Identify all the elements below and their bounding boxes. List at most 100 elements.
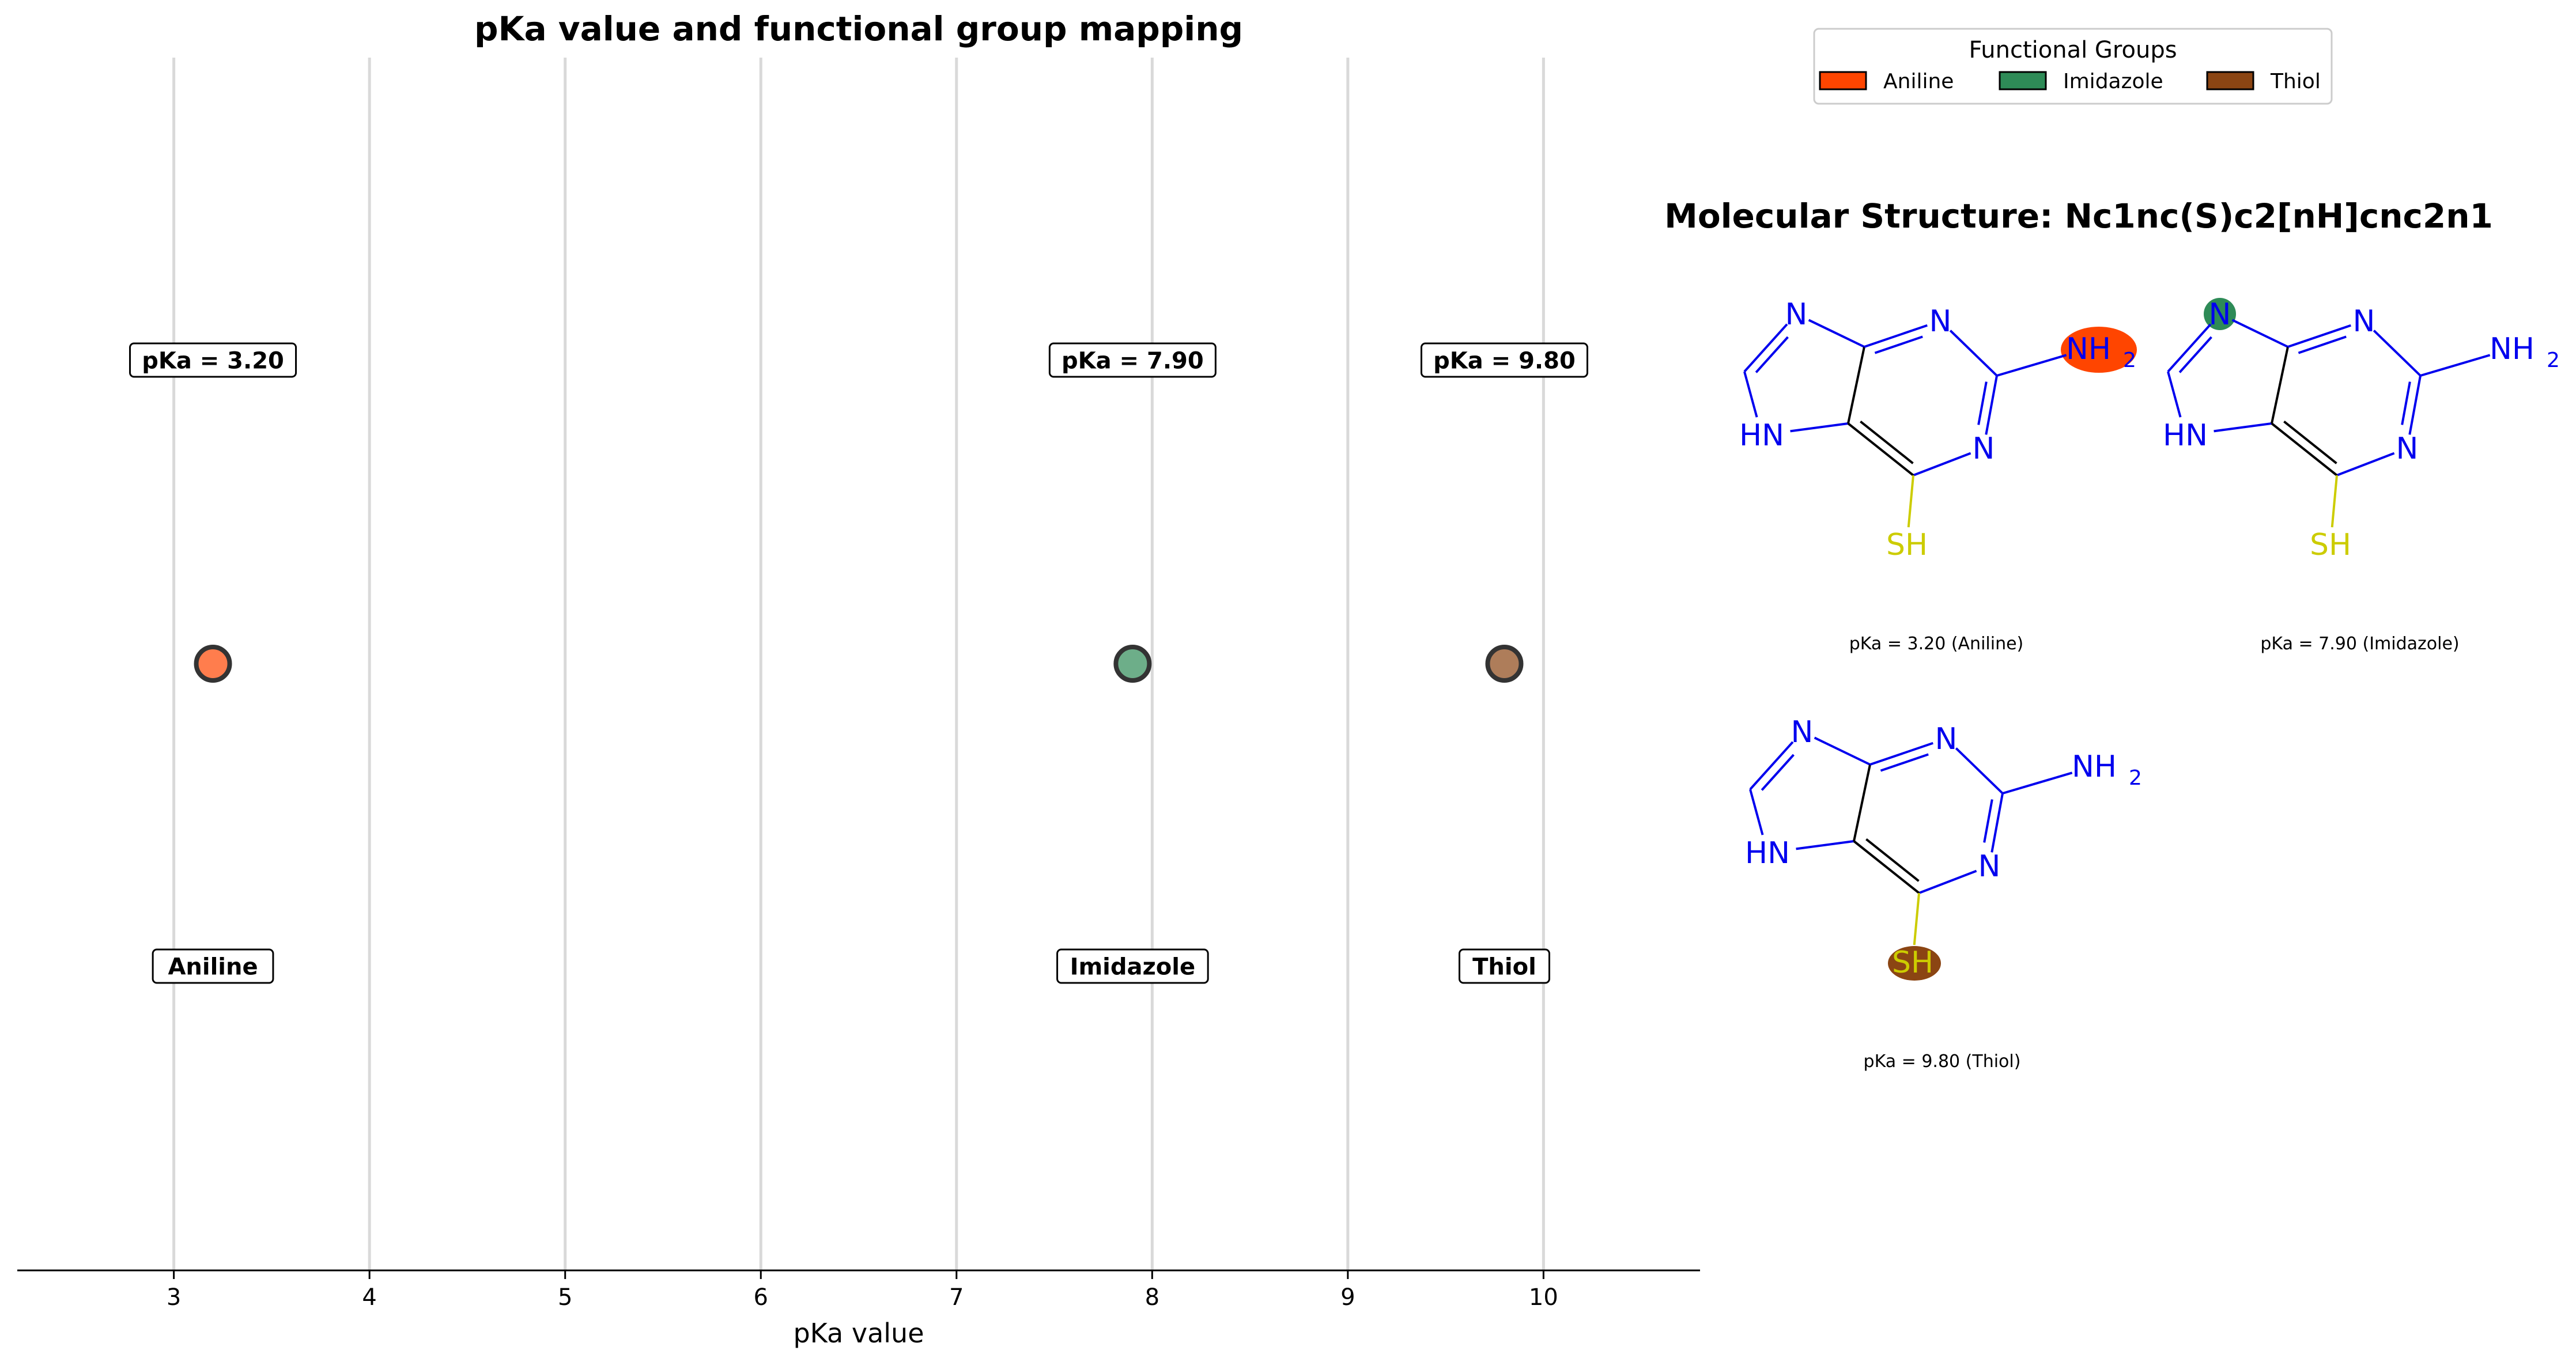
pka-label: pKa = 9.80 — [1433, 347, 1576, 374]
molecule-title: Molecular Structure: Nc1nc(S)c2[nH]cnc2n… — [1664, 196, 2493, 236]
legend-swatch-imidazole — [1999, 71, 2047, 90]
atom-n3: N — [2353, 304, 2375, 339]
chart-title: pKa value and functional group mapping — [474, 9, 1243, 48]
group-label-frame — [152, 948, 274, 984]
bond — [1864, 324, 1928, 348]
atom-amine: NH — [2072, 750, 2117, 784]
bond-double — [1860, 421, 1914, 464]
bond — [1985, 375, 1998, 435]
molecule-caption: pKa = 7.90 (Imidazole) — [2260, 634, 2459, 654]
legend-swatch-aniline — [1819, 71, 1867, 90]
point-thiol — [1485, 645, 1524, 683]
pka-label: pKa = 3.20 — [142, 347, 284, 374]
bond-double — [2283, 421, 2337, 464]
group-label: Thiol — [1472, 954, 1536, 980]
bond — [1808, 319, 1865, 348]
bond — [2408, 375, 2422, 435]
group-label: Imidazole — [1070, 954, 1196, 980]
atom-n7: N — [1785, 297, 1808, 332]
bond — [1955, 747, 2004, 794]
point-imidazole — [1113, 645, 1152, 683]
x-tick-label: 3 — [167, 1284, 181, 1311]
bond-double — [1880, 753, 1929, 772]
atom-amine-subscript: 2 — [2123, 349, 2136, 372]
bond — [1913, 892, 1920, 945]
legend-swatch-thiol — [2206, 71, 2254, 90]
bond — [2331, 475, 2338, 528]
atom-n7: N — [1791, 715, 1814, 750]
molecule-2: N HN N N NH 2 SH pKa = 7.90 (Imidazole) — [2163, 297, 2560, 654]
molecule-caption: pKa = 9.80 (Thiol) — [1864, 1051, 2021, 1072]
highlight-imidazole-n — [2204, 298, 2236, 330]
pka-label-box: pKa = 3.20 — [129, 342, 297, 378]
highlight-amine — [2061, 327, 2137, 373]
bond — [1949, 330, 1998, 377]
bond — [2167, 323, 2212, 373]
bond — [1853, 764, 1871, 842]
x-tick-label: 6 — [754, 1284, 768, 1311]
x-tick-label: 5 — [558, 1284, 572, 1311]
bond — [2373, 330, 2422, 377]
bond — [1814, 736, 1871, 766]
atom-amine-subscript: 2 — [2129, 766, 2142, 790]
bond — [2420, 354, 2491, 377]
atom-n3: N — [1935, 722, 1958, 756]
atom-thiol: SH — [1892, 945, 1933, 980]
pka-label-box: pKa = 9.80 — [1420, 342, 1588, 378]
bond — [1990, 793, 2004, 853]
atom-n9: HN — [1739, 418, 1784, 453]
bond-double — [1874, 335, 1923, 354]
pka-label-frame — [129, 342, 297, 378]
bond — [1869, 741, 1933, 766]
atom-thiol: SH — [2310, 528, 2351, 562]
x-tick-label: 4 — [362, 1284, 376, 1311]
group-label: Aniline — [168, 954, 258, 980]
pka-label-frame — [1420, 342, 1588, 378]
group-label-frame — [1056, 948, 1209, 984]
x-tick-label: 7 — [949, 1284, 964, 1311]
pka-label: pKa = 7.90 — [1062, 347, 1204, 374]
bond — [1749, 789, 1764, 835]
group-label-box: Imidazole — [1056, 948, 1209, 984]
bond-double — [2401, 381, 2411, 425]
legend: Functional Groups Aniline Imidazole Thiol — [1813, 28, 2333, 105]
group-label-frame — [1458, 948, 1550, 984]
atom-amine-subscript: 2 — [2547, 349, 2560, 372]
bond — [1913, 452, 1971, 476]
atom-n7: N — [2209, 297, 2231, 332]
bond — [1996, 354, 2067, 377]
bond — [1847, 346, 1865, 424]
bond — [2287, 324, 2351, 348]
bond — [1743, 371, 1758, 418]
data-points: pKa = 3.20 Aniline pKa = 7.90 Imidazole pKa … — [129, 342, 1588, 984]
bond-double — [1755, 336, 1789, 373]
bond-double — [1761, 754, 1795, 791]
bond — [2271, 346, 2289, 424]
legend-frame — [1813, 28, 2333, 105]
bond — [2002, 771, 2073, 794]
pka-label-frame — [1048, 342, 1217, 378]
bond — [1790, 422, 1849, 433]
bond-double — [1865, 838, 1920, 882]
atom-thiol: SH — [1886, 528, 1928, 562]
bond-double — [1983, 799, 1993, 843]
x-tick-label: 8 — [1145, 1284, 1159, 1311]
pka-label-box: pKa = 7.90 — [1048, 342, 1217, 378]
atom-n1: N — [1973, 432, 1995, 466]
grid-lines — [172, 58, 1545, 1270]
bond-double — [2178, 336, 2212, 373]
bond — [1907, 475, 1914, 528]
legend-label-imidazole: Imidazole — [2063, 70, 2163, 93]
atom-n9: HN — [2163, 418, 2208, 453]
bond — [2231, 319, 2288, 348]
bond — [1743, 323, 1788, 373]
legend-title: Functional Groups — [1969, 37, 2177, 63]
atom-amine: NH — [2066, 332, 2111, 366]
highlight-thiol — [1888, 946, 1941, 981]
atom-n1: N — [2396, 432, 2419, 466]
atom-n9: HN — [1745, 836, 1790, 871]
bond — [1918, 869, 1977, 894]
bond — [1749, 741, 1794, 790]
bond — [2214, 422, 2272, 433]
